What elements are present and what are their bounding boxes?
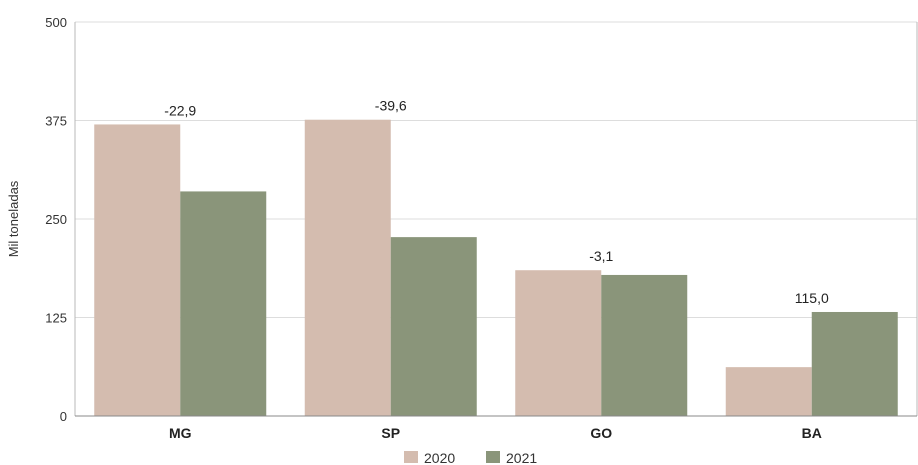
legend-swatch-2021 bbox=[486, 451, 500, 463]
bar-2020-SP bbox=[304, 119, 391, 416]
y-axis-label: Mil toneladas bbox=[6, 180, 21, 257]
legend-label: 2021 bbox=[506, 450, 537, 465]
legend: 2020 2021 bbox=[404, 450, 537, 465]
bar-2020-BA bbox=[725, 367, 812, 416]
y-tick-label: 125 bbox=[45, 311, 67, 326]
axes bbox=[74, 22, 918, 417]
annotation-label: 115,0 bbox=[795, 290, 829, 306]
legend-swatch-2020 bbox=[404, 451, 418, 463]
bar-2021-SP bbox=[390, 237, 477, 416]
bar-2021-MG bbox=[180, 191, 267, 416]
x-tick-label: MG bbox=[169, 425, 192, 441]
x-tick-label: BA bbox=[802, 425, 822, 441]
bar-2021-GO bbox=[601, 274, 688, 416]
annotation-label: -22,9 bbox=[164, 102, 196, 118]
annotation-label: -3,1 bbox=[589, 248, 613, 264]
y-tick-label: 0 bbox=[60, 409, 67, 424]
legend-label: 2020 bbox=[424, 450, 455, 465]
annotation-label: -39,6 bbox=[375, 98, 407, 114]
x-tick-label: SP bbox=[381, 425, 400, 441]
labels: 0 125 250 375 500 MG -22,9 SP -39,6 GO -3,1 BA 115,0 bbox=[45, 15, 829, 441]
y-tick-label: 500 bbox=[45, 15, 67, 30]
bar-2021-BA bbox=[811, 311, 898, 416]
x-tick-label: GO bbox=[590, 425, 612, 441]
y-tick-label: 375 bbox=[45, 114, 67, 129]
y-tick-label: 250 bbox=[45, 212, 67, 227]
bar-2020-GO bbox=[515, 270, 602, 416]
bars bbox=[94, 119, 898, 416]
bar-2020-MG bbox=[94, 124, 181, 416]
